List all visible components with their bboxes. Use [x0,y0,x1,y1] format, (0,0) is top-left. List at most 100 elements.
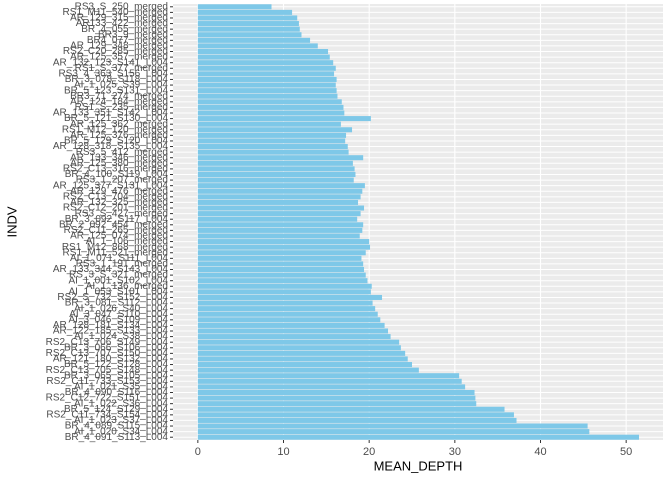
bar [197,211,361,217]
bar [197,272,366,278]
bar [197,160,353,166]
y-tick-label: RS2_C20_285_merged [63,46,168,57]
panel [173,4,663,440]
labels: 0 10 20 30 40 50 RS3_S_250_mergedRS1_M11_540_m… [46,1,633,457]
y-tick-label: BR_4_089_S115_L004 [65,421,169,432]
bar [197,37,311,43]
y-tick-label: RS3_S_250_merged [75,1,168,12]
y-tick-label: RS_3_S_321_merged [69,270,168,281]
y-tick-label: RS2_C13_704_merged [63,191,168,202]
bar [197,255,362,261]
y-tick-label: AR_132_123_S141_L004 [53,57,169,68]
bar [197,239,370,245]
bar [197,93,338,99]
y-tick-label: BR_4_055_merged [81,24,168,35]
y-tick-label: AI_3_046_S109_L004 [68,314,168,325]
bar [197,384,466,390]
bar [197,378,462,384]
y-tick-label: BR_4_091_S113_L004 [65,432,169,443]
bar [197,423,588,429]
x-tick-label: 30 [449,446,461,458]
bar [197,205,365,211]
y-tick-label: AR_129_476_merged [70,186,168,197]
bar [197,76,337,82]
y-tick-label: BR_4_100_S119_L004 [65,169,169,180]
y-tick-label: RS2_C11_733_S153_L004 [46,376,168,387]
bar [197,373,460,379]
y-tick-label: BR_5_129_S120_L004 [64,136,168,147]
y-tick-label: AR_129_315_merged [70,13,168,24]
bar [197,121,341,127]
bar [197,306,376,312]
bar [197,216,358,222]
bar [197,345,401,351]
y-tick-label: RS2_C11_265_merged [64,225,168,236]
bar [197,244,371,250]
y-tick-label: AI_3_047_S110_L004 [69,309,168,320]
bar [197,4,272,10]
bar [197,317,381,323]
y-tick-label: AI_1_020_S34_L004 [74,426,168,437]
y-tick-label: RS2_C13_707_S150_L004 [46,348,169,359]
y-tick-label: RS3_1_191_merged [76,259,168,270]
y-tick-label: AR_133_351_S142_L004 [53,108,169,119]
bar [197,82,336,88]
y-tick-label: RS1_M12_868_merged [62,242,168,253]
bar [197,138,346,144]
bar [197,401,477,407]
bar [197,166,355,172]
bar [197,48,329,55]
y-tick-label: RS1_S_377_merged [75,63,168,74]
bar [197,71,335,77]
x-tick-label: 10 [277,446,289,458]
bar [197,350,406,356]
y-tick-label: BR_2_092_454_merged [59,219,168,230]
bar [197,339,400,345]
bar [197,412,514,418]
y-tick-label: AI_1_071_S111_L004 [70,253,168,264]
x-axis-title: MEAN_DEPTH [374,458,463,473]
bar [197,328,389,334]
y-tick-label: BR_5_124_S129_L004 [64,404,168,415]
bar [197,429,590,435]
bar [197,278,368,284]
y-tick-label: RS3_1_207_merged [76,175,168,186]
y-tick-label: AR_125_357_merged [70,52,168,63]
bar [197,199,359,205]
x-tick-label: 0 [195,446,201,458]
y-tick-label: AR_128_318_S135_L004 [53,141,169,152]
bar [197,177,354,183]
bar [197,54,330,60]
y-tick-label: RS2_C13_316_merged [63,164,168,175]
y-tick-label: AI_1_136_merged [86,281,168,292]
y-tick-label: AI_1_023_S37_L004 [74,415,168,426]
bar [197,144,348,150]
y-tick-label: AR_121_180_S132_L004 [53,354,169,365]
y-tick-label: RS2_C12_201_merged [63,203,168,214]
x-tick-label: 50 [620,446,632,458]
y-tick-label: AR_129_348_merged [70,41,168,52]
bar [197,21,299,27]
bar [197,194,361,200]
y-tick-label: BR4_077_merged [87,35,168,46]
y-tick-label: BR_3_081_S112_L004 [65,298,169,309]
y-tick-label: AR_122_185_S133_L004 [53,326,169,337]
y-tick-label: AI_1_021_S35_L004 [74,382,168,393]
bar [197,294,383,300]
y-tick-label: AI_1_053_S101_L004 [68,287,168,298]
y-tick-label: AR_125_377_S131_L004 [53,180,169,191]
y-tick-label: AR133_422_merged [76,18,168,29]
y-tick-label: AI_1_025_S39_L004 [74,80,168,91]
bar [197,43,318,49]
bar [197,26,300,32]
bar [197,417,517,423]
bar [197,356,408,362]
bar [197,362,413,368]
y-tick-label: RS2_C13_705_S148_L004 [46,365,169,376]
bar [197,60,334,66]
y-tick-label: AR_124_184_merged [70,96,168,107]
bar [197,300,373,306]
y-tick-label: AR_133_344_S143_L004 [53,264,169,275]
y-tick-label: BR_3_078_S118_L004 [65,74,169,85]
y-tick-label: RS1_S_235_merged [75,102,168,113]
